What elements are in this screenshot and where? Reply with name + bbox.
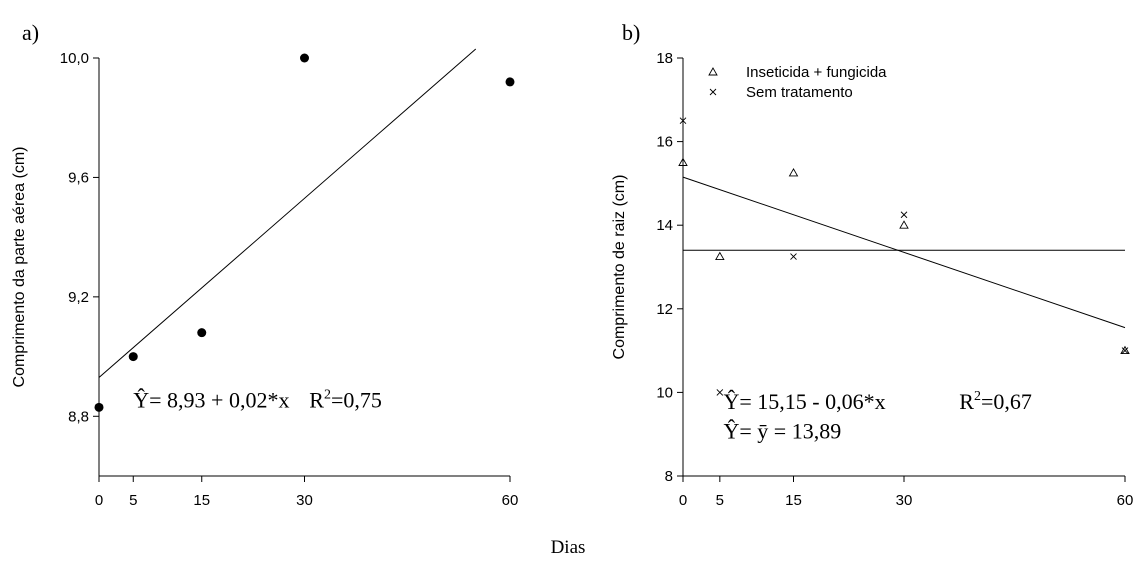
y-axis-label: Comprimento da parte aérea (cm) — [11, 147, 28, 388]
r-squared-value: =0,75 — [331, 387, 382, 412]
data-point-triangle — [678, 157, 688, 166]
x-tick-label: 60 — [1117, 492, 1134, 509]
y-tick-label: 14 — [656, 217, 673, 234]
data-point-circle — [505, 77, 515, 87]
panel-label: b) — [622, 20, 640, 45]
legend-label: Sem tratamento — [746, 84, 853, 101]
r-squared-r: R — [959, 389, 974, 414]
data-point-x — [679, 117, 687, 125]
y-tick-label: 10 — [656, 384, 673, 401]
data-point-circle — [94, 402, 104, 412]
data-point-x-stroke — [716, 389, 724, 396]
data-point-x-stroke — [790, 253, 797, 260]
data-point-x — [900, 211, 908, 219]
y-tick-label: 16 — [656, 134, 673, 151]
x-tick-label: 5 — [716, 492, 724, 509]
legend-symbol-x — [709, 88, 717, 96]
r-squared-value: =0,67 — [981, 389, 1032, 414]
regression-line — [682, 176, 1126, 329]
data-point-x-stroke — [679, 117, 687, 125]
y-tick-label: 10,0 — [60, 50, 89, 67]
regression-line — [98, 48, 477, 378]
y-tick-label: 18 — [656, 50, 673, 67]
legend-symbol-triangle — [708, 67, 718, 76]
data-point-triangle — [788, 168, 799, 177]
x-tick-label: 0 — [95, 492, 103, 509]
equation-annotation: Ŷ= ȳ = 13,89 — [724, 418, 842, 443]
data-point-x-stroke — [1121, 347, 1129, 354]
data-point-triangle — [1120, 345, 1130, 355]
data-point-x — [716, 389, 724, 396]
data-point-circle — [128, 352, 138, 362]
r-squared-annotation: R2=0,75 — [309, 387, 382, 412]
r-squared-superscript: 2 — [974, 389, 981, 404]
x-tick-label: 30 — [896, 492, 913, 509]
data-point-circle — [197, 328, 207, 338]
y-tick-label: 8 — [665, 468, 673, 485]
data-point-triangle — [715, 251, 725, 260]
x-tick-label: 60 — [502, 492, 519, 509]
r-squared-r: R — [309, 387, 324, 412]
x-tick-label: 30 — [296, 492, 313, 509]
equation-annotation: Ŷ= 15,15 - 0,06*x — [724, 389, 886, 414]
data-point-x-stroke — [900, 211, 908, 219]
panel-a: a) 8,8 9,2 9,6 10,0 0 5 15 30 60 Comprimento da pa… — [11, 20, 518, 509]
y-tick-label: 12 — [656, 301, 673, 318]
x-tick-label: 15 — [785, 492, 802, 509]
panel-label: a) — [22, 20, 39, 45]
y-tick-label: 8,8 — [68, 408, 89, 425]
x-tick-label: 0 — [679, 492, 687, 509]
r-squared-annotation: R2=0,67 — [959, 389, 1032, 414]
x-tick-label: 5 — [129, 492, 137, 509]
panel-b: b) 8 10 12 14 16 18 0 5 15 30 60 Comprimento de raiz… — [611, 20, 1133, 509]
legend-label: Inseticida + fungicida — [746, 64, 887, 81]
shared-x-axis-label: Dias — [551, 537, 586, 558]
x-tick-label: 15 — [193, 492, 210, 509]
r-squared-superscript: 2 — [324, 387, 331, 402]
y-tick-label: 9,2 — [68, 289, 89, 306]
y-tick-label: 9,6 — [68, 169, 89, 186]
equation-annotation: Ŷ= 8,93 + 0,02*x — [133, 387, 289, 412]
y-axis-label: Comprimento de raiz (cm) — [611, 175, 628, 360]
data-point-x — [1121, 347, 1129, 354]
data-point-x — [790, 253, 797, 260]
data-point-triangle — [899, 220, 909, 229]
data-point-circle — [300, 53, 309, 63]
